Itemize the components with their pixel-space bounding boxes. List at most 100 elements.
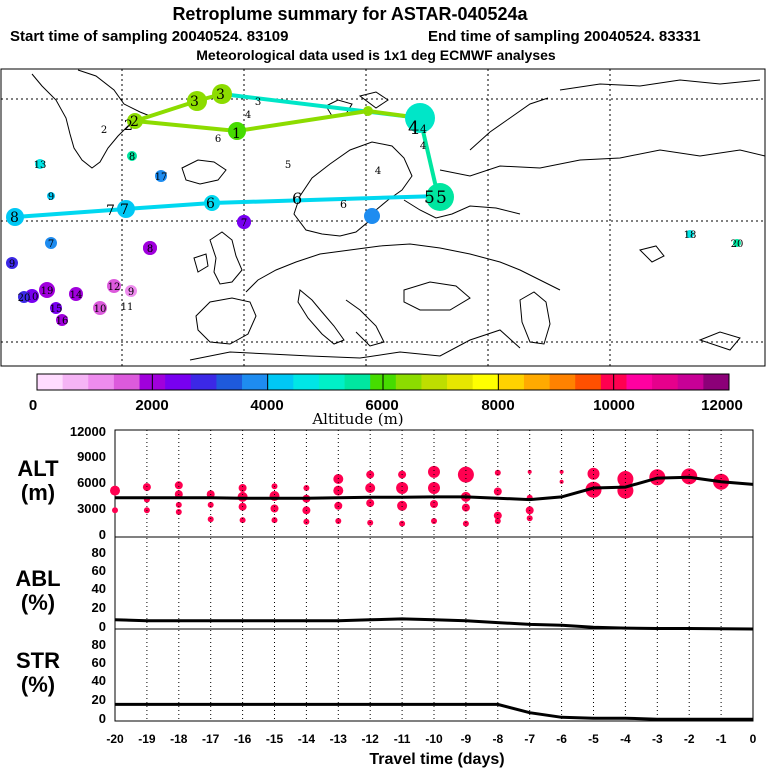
alt-dot-18	[270, 504, 279, 513]
alt-dot-48	[527, 469, 532, 474]
scatter-label-23: 9	[128, 287, 134, 298]
alt-mean-line	[115, 475, 754, 502]
scatter-label-2: 4	[245, 110, 251, 121]
alt-panel: ALT (m) 12000 9000 6000 3000 0	[17, 424, 754, 542]
colorbar-swatch-14	[395, 374, 422, 390]
x-tick-6: -14	[298, 732, 316, 746]
x-tick-17: -3	[652, 732, 663, 746]
colorbar-swatch-24	[652, 374, 679, 390]
scatter-label-4: 13	[34, 160, 47, 171]
colorbar-tick-4: 8000	[481, 397, 514, 414]
alt-dot-42	[461, 503, 470, 512]
x-tick-2: -18	[170, 732, 188, 746]
alt-dot-53	[559, 479, 564, 484]
upper-track-nodes	[127, 84, 435, 140]
track-node-2b	[187, 91, 207, 111]
scatter-label-20: 16	[56, 316, 69, 327]
alt-label: ALT	[17, 456, 59, 481]
scatter-dot-19	[50, 302, 62, 314]
alt-dot-10	[207, 501, 214, 508]
scatter-label-22: 12	[108, 282, 121, 293]
scatter-label-25: 20	[18, 293, 31, 304]
str-panel: STR (%) 80 60 40 20 0	[16, 628, 754, 726]
colorbar-tick-1: 2000	[135, 397, 168, 414]
alt-dot-1	[112, 507, 118, 514]
colorbar-swatch-12	[344, 374, 371, 390]
abl-yticks: 80 60 40 20 0	[92, 545, 106, 634]
colorbar-swatch-25	[677, 374, 704, 390]
scatter-dot-12	[143, 241, 157, 255]
scatter-dot-23	[125, 285, 137, 297]
colorbar-swatch-0	[37, 374, 64, 390]
x-tick-9: -11	[394, 732, 411, 746]
coastlines	[31, 69, 766, 361]
alt-unit: (m)	[21, 480, 55, 505]
alt-dot-55	[585, 481, 602, 498]
str-label: STR	[16, 648, 60, 673]
colorbar-swatch-16	[447, 374, 474, 390]
scatter-label-26: 4	[420, 141, 426, 152]
scatter-label-6: 17	[155, 172, 168, 183]
track-node-2a	[127, 113, 143, 129]
abl-ytick-3: 20	[92, 600, 106, 615]
track-labels: 2 2 3 3 1 4 4 8 7 7 6 6 6 5 5	[10, 87, 447, 226]
colorbar-tick-0: 0	[29, 397, 37, 414]
scatter-label-11: 7	[48, 239, 54, 250]
alt-dot-20	[303, 485, 310, 491]
colorbar-swatch-20	[549, 374, 576, 390]
colorbar-tick-5: 10000	[593, 397, 635, 414]
colorbar-swatch-15	[421, 374, 448, 390]
alt-ytick-3: 3000	[77, 501, 106, 516]
track-node-4a	[405, 103, 435, 133]
alt-dot-11	[207, 516, 214, 523]
alt-dot-46	[493, 511, 502, 520]
x-tick-15: -5	[588, 732, 599, 746]
alt-dot-45	[493, 487, 502, 496]
colorbar-swatch-9	[267, 374, 294, 390]
scatter-label-3: 6	[215, 134, 221, 145]
scatter-label-24: 11	[121, 302, 134, 313]
x-tick-11: -9	[461, 732, 472, 746]
scatter-label-18: 14	[70, 290, 83, 301]
alt-dot-5	[174, 481, 183, 490]
scatter-label-1: 3	[255, 97, 261, 108]
alt-ytick-4: 0	[99, 527, 106, 542]
colorbar-tick-6: 12000	[701, 397, 743, 414]
alt-dot-29	[365, 483, 376, 493]
lower-label-4: 6	[292, 189, 302, 208]
x-tick-20: 0	[750, 732, 757, 746]
colorbar-swatch-26	[703, 374, 730, 390]
colorbar-ticks: 0 2000 4000 6000 8000 10000 12000	[29, 397, 743, 414]
scatter-label-14: 20	[731, 239, 744, 250]
str-ytick-4: 0	[99, 711, 106, 726]
alt-dot-15	[239, 517, 246, 524]
upper-label-1: 2	[130, 114, 139, 130]
alt-ytick-0: 12000	[70, 424, 106, 439]
scatter-dot-17	[39, 282, 55, 298]
alt-dot-33	[396, 482, 409, 494]
alt-dot-19	[271, 517, 278, 524]
str-line	[115, 702, 753, 721]
alt-dot-44	[494, 469, 501, 476]
colorbar-tick-3: 6000	[365, 397, 398, 414]
alt-dot-0	[110, 485, 120, 496]
x-axis-label: Travel time (days)	[369, 751, 504, 768]
abl-unit: (%)	[21, 590, 55, 615]
alt-dot-30	[366, 499, 375, 508]
str-ytick-2: 40	[92, 673, 106, 688]
scatter-dot-4	[35, 159, 45, 169]
x-tick-4: -16	[234, 732, 252, 746]
alt-dot-23	[303, 518, 310, 525]
met-data-text: Meteorological data used is 1x1 deg ECMW…	[196, 47, 556, 63]
colorbar-swatch-3	[113, 374, 140, 390]
scatter-label-17: 19	[41, 286, 54, 297]
scatter-dot-22	[107, 279, 121, 293]
figure-title: Retroplume summary for ASTAR-040524a	[172, 4, 528, 24]
alt-yticks: 12000 9000 6000 3000 0	[70, 424, 106, 542]
alt-dot-39	[431, 518, 437, 524]
track-node-5	[426, 183, 454, 211]
alt-dot-8	[175, 509, 182, 515]
alt-dot-35	[399, 520, 406, 527]
x-tick-16: -4	[620, 732, 631, 746]
track-node-8	[6, 208, 24, 226]
